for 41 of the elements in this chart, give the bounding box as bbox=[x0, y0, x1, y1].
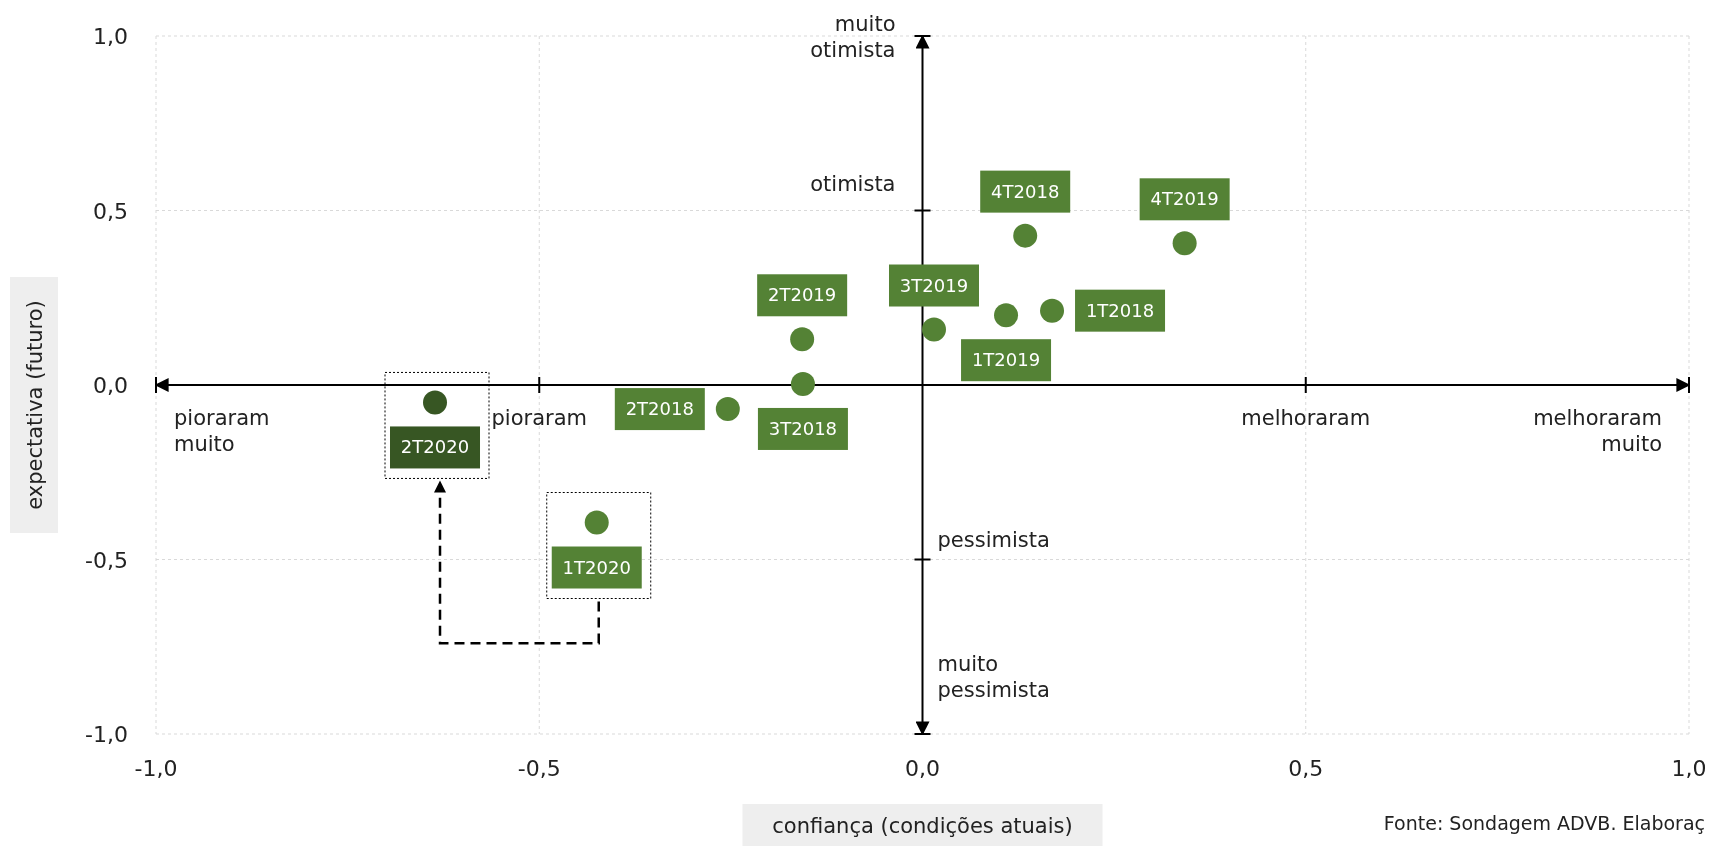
data-label: 4T2019 bbox=[1150, 188, 1219, 210]
annotation: pioraram bbox=[491, 406, 587, 430]
annotation: muito otimista bbox=[810, 12, 896, 63]
x-tick-label: 1,0 bbox=[1671, 756, 1707, 781]
point bbox=[922, 317, 946, 342]
annotation: melhoraram muito bbox=[1533, 406, 1662, 457]
point bbox=[994, 303, 1019, 328]
x-tick-label: -0,5 bbox=[517, 756, 561, 781]
annotation: muito pessimista bbox=[937, 652, 1050, 703]
source-note: Fonte: Sondagem ADVB. Elaboraç bbox=[1383, 812, 1705, 834]
data-label: 1T2018 bbox=[1085, 299, 1155, 321]
annotation: pioraram muito bbox=[174, 406, 270, 457]
data-label: 2T2020 bbox=[400, 436, 470, 458]
point bbox=[715, 397, 740, 422]
data-label: 3T2018 bbox=[768, 417, 838, 439]
y-axis-title: expectativa (futuro) bbox=[23, 300, 47, 510]
point bbox=[1172, 231, 1197, 256]
data-label: 1T2020 bbox=[562, 556, 631, 578]
y-tick-label: 0,5 bbox=[93, 198, 128, 224]
data-label: 1T2019 bbox=[971, 349, 1041, 371]
x-axis-title: confiança (condições atuais) bbox=[772, 814, 1073, 838]
x-tick-label: 0,0 bbox=[905, 756, 940, 781]
annotation: otimista bbox=[810, 171, 896, 196]
point bbox=[1040, 298, 1065, 323]
point bbox=[790, 327, 815, 352]
y-tick-label: -0,5 bbox=[85, 547, 128, 573]
annotation: pessimista bbox=[937, 527, 1050, 552]
point bbox=[1013, 223, 1038, 248]
annotation: melhoraram bbox=[1241, 406, 1371, 430]
x-tick-label: -1,0 bbox=[134, 756, 178, 781]
y-tick-label: 0,0 bbox=[93, 373, 128, 398]
point bbox=[584, 510, 609, 535]
x-tick-label: 0,5 bbox=[1288, 756, 1324, 781]
y-tick-label: -1,0 bbox=[85, 722, 128, 747]
data-label: 3T2019 bbox=[899, 274, 969, 296]
data-label: 2T2019 bbox=[768, 284, 837, 306]
data-label: 4T2018 bbox=[991, 180, 1060, 202]
point bbox=[423, 390, 448, 415]
point bbox=[790, 371, 815, 396]
data-label: 2T2018 bbox=[625, 398, 694, 420]
y-tick-label: 1,0 bbox=[93, 24, 128, 49]
